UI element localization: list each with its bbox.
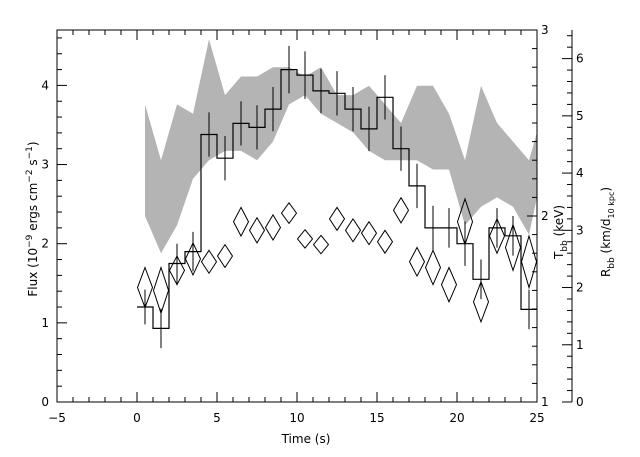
y-radius-tick-label: 0 bbox=[576, 395, 584, 409]
x-tick-label: 25 bbox=[529, 411, 544, 425]
flux-histogram bbox=[137, 45, 537, 349]
y-axis-temperature-label: Tbb (keV) bbox=[552, 205, 570, 260]
x-axis-label: Time (s) bbox=[281, 432, 331, 446]
radius-point bbox=[360, 220, 378, 246]
radius-point bbox=[296, 228, 314, 249]
radius-diamonds bbox=[136, 196, 538, 324]
x-tick-label: 20 bbox=[449, 411, 464, 425]
x-tick-label: −5 bbox=[48, 411, 66, 425]
y-radius-tick-label: 4 bbox=[576, 166, 584, 180]
y-left-tick-label: 1 bbox=[41, 316, 49, 330]
temperature-band bbox=[145, 39, 537, 254]
y-axis-left-label: Flux (10−9 ergs cm−2 s−1) bbox=[25, 141, 40, 296]
y-radius-tick-label: 1 bbox=[576, 338, 584, 352]
temperature-band-area bbox=[145, 39, 537, 254]
x-tick-label: 0 bbox=[133, 411, 141, 425]
radius-point bbox=[232, 206, 250, 238]
radius-point bbox=[456, 197, 474, 247]
radius-point bbox=[520, 234, 538, 290]
x-tick-label: 15 bbox=[369, 411, 384, 425]
radius-point bbox=[136, 266, 154, 309]
radius-point bbox=[472, 280, 490, 324]
y-left-tick-label: 4 bbox=[41, 78, 49, 92]
y-axis-radius-label: Rbb (km/d10 kpc) bbox=[599, 187, 617, 277]
radius-point bbox=[200, 249, 218, 275]
radius-point bbox=[392, 196, 410, 224]
y-temperature-tick-label: 1 bbox=[541, 395, 549, 409]
y-temperature-tick-label: 2 bbox=[541, 209, 549, 223]
radius-point bbox=[248, 216, 266, 244]
radius-point bbox=[216, 243, 234, 269]
x-tick-label: 10 bbox=[289, 411, 304, 425]
radius-point bbox=[408, 246, 426, 278]
y-radius-tick-label: 6 bbox=[576, 52, 584, 66]
axis-ticks: −5 0 5 10 15 20 25 0 1 2 3 4 1 2 3 0 1 2 3 4 5 6 bbox=[41, 23, 583, 425]
y-left-tick-label: 2 bbox=[41, 237, 49, 251]
radius-point bbox=[376, 229, 394, 255]
y-temperature-tick-label: 3 bbox=[541, 23, 549, 37]
radius-point bbox=[280, 201, 298, 225]
y-radius-tick-label: 3 bbox=[576, 223, 584, 237]
radius-point bbox=[152, 265, 170, 315]
radius-point bbox=[488, 217, 506, 255]
radius-point bbox=[504, 222, 522, 272]
radius-point bbox=[264, 213, 282, 242]
radius-point bbox=[168, 254, 186, 286]
y-radius-tick-label: 2 bbox=[576, 281, 584, 295]
radius-point bbox=[424, 249, 442, 286]
y-radius-tick-label: 5 bbox=[576, 109, 584, 123]
radius-point bbox=[312, 234, 330, 255]
y-left-tick-label: 0 bbox=[41, 395, 49, 409]
radius-point bbox=[344, 217, 362, 243]
radius-point bbox=[440, 266, 458, 304]
radius-point bbox=[184, 241, 202, 277]
radius-point bbox=[328, 206, 346, 232]
flux-step-line bbox=[137, 69, 537, 329]
y-left-tick-label: 3 bbox=[41, 158, 49, 172]
x-tick-label: 5 bbox=[213, 411, 221, 425]
